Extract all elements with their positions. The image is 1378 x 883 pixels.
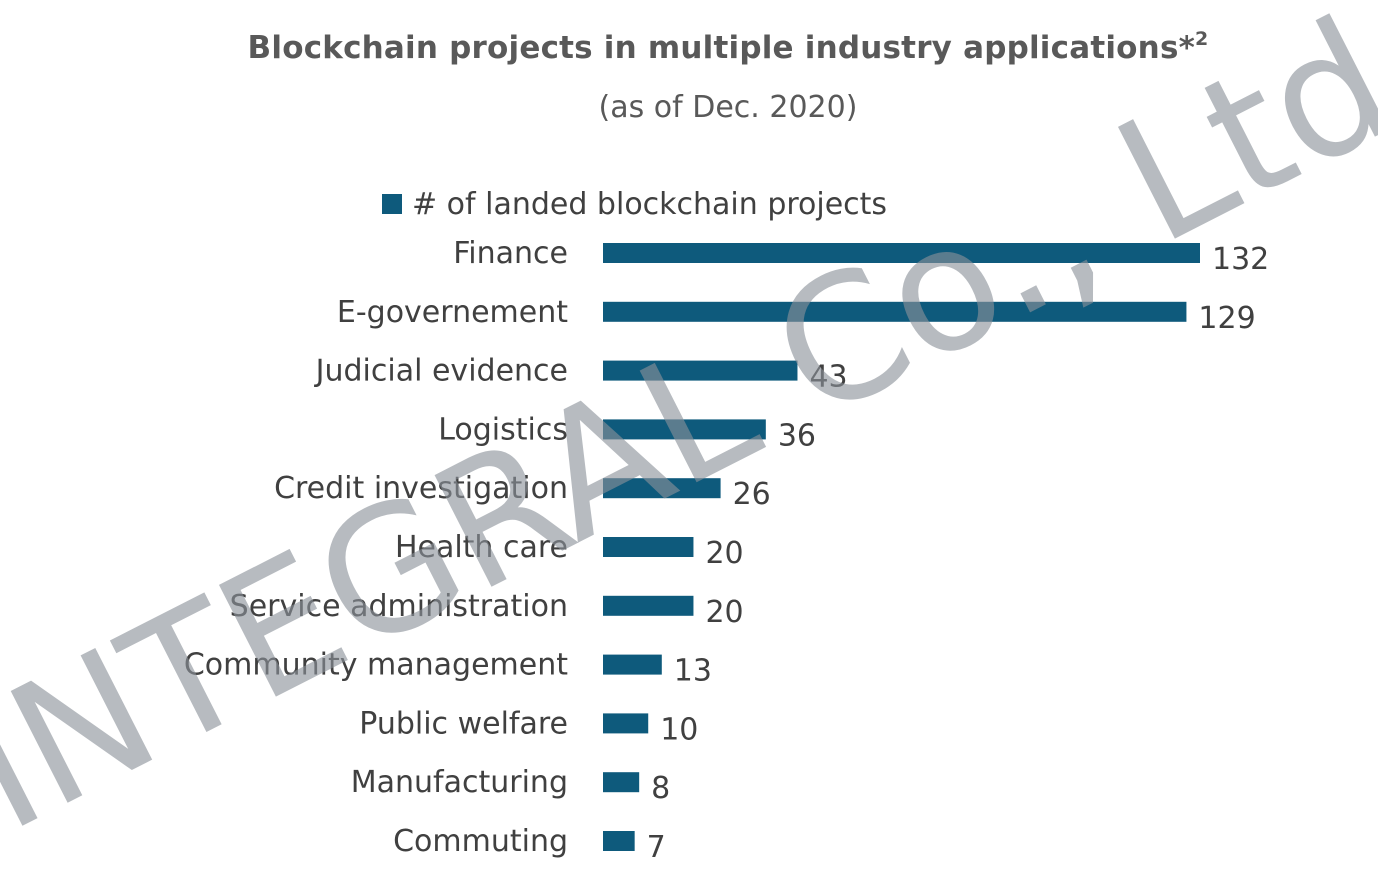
category-label: Judicial evidence [314,354,568,389]
category-label: Service administration [230,589,568,624]
chart-title-text: Blockchain projects in multiple industry… [247,30,1196,66]
category-label: Commuting [393,824,568,859]
category-label: Logistics [438,412,568,447]
legend-label: # of landed blockchain projects [412,186,888,222]
bar [603,360,798,381]
bar [603,595,694,616]
bar [603,419,766,440]
bar [603,537,694,557]
bar [603,478,721,499]
data-label: 129 [1198,301,1255,336]
data-label: 8 [651,771,670,806]
category-label: Community management [184,648,568,683]
data-label: 10 [660,712,698,747]
chart-title: Blockchain projects in multiple industry… [0,28,1378,66]
category-label: Public welfare [359,706,568,741]
category-label: Finance [453,236,568,271]
category-label: Health care [395,530,568,565]
legend-swatch [382,194,402,214]
data-label: 20 [705,536,743,571]
chart-legend: # of landed blockchain projects [382,184,887,224]
bar [603,243,1200,263]
data-label: 7 [647,830,666,865]
bar [603,301,1187,322]
data-label: 13 [674,654,712,689]
bar [603,831,635,851]
bar [603,772,640,793]
data-label: 36 [778,418,816,453]
data-label: 43 [809,360,847,395]
category-label: E-governement [337,295,568,330]
chart-title-superscript: 2 [1195,28,1209,50]
data-label: 132 [1212,242,1269,277]
data-label: 26 [733,477,771,512]
chart-subtitle: (as of Dec. 2020) [598,90,858,125]
category-label: Manufacturing [351,765,568,800]
bar [603,654,662,675]
bar [603,713,649,734]
data-label: 20 [705,595,743,630]
category-label: Credit investigation [274,471,568,506]
